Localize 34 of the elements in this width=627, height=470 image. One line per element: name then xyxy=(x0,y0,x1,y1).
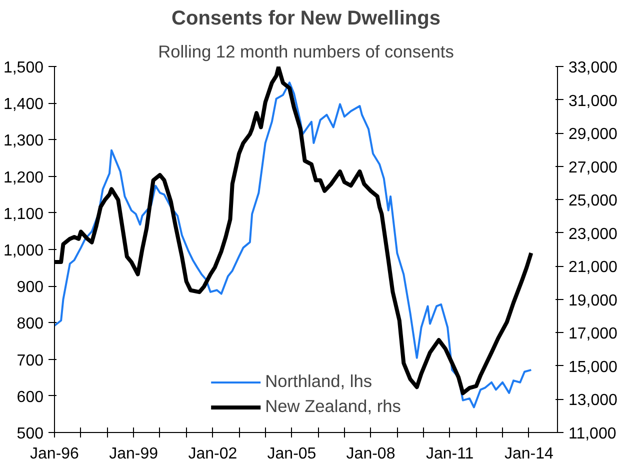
y2-tick-label: 25,000 xyxy=(568,192,618,210)
y2-tick-label: 29,000 xyxy=(568,126,618,144)
legend-label: New Zealand, rhs xyxy=(265,396,401,417)
y-tick-label: 800 xyxy=(16,316,44,333)
x-tick-label: Jan-99 xyxy=(109,446,158,462)
x-tick-label: Jan-05 xyxy=(267,446,316,462)
y-tick-label: 1,400 xyxy=(3,96,44,114)
y-tick-label: 600 xyxy=(16,388,44,406)
y2-tick-label: 31,000 xyxy=(568,92,618,110)
y2-tick-label: 17,000 xyxy=(568,326,618,343)
y2-tick-label: 27,000 xyxy=(568,159,618,176)
legend-label: Northland, lhs xyxy=(265,371,372,392)
y-tick-label: 500 xyxy=(16,426,44,442)
y-tick-label: 700 xyxy=(16,352,44,370)
x-tick-label: Jan-02 xyxy=(188,446,238,462)
y2-tick-label: 11,000 xyxy=(568,426,616,442)
y2-tick-label: 33,000 xyxy=(568,60,618,76)
chart-subtitle: Rolling 12 month numbers of consents xyxy=(158,42,454,62)
y-tick-label: 1,000 xyxy=(3,242,44,260)
y-tick-label: 1,500 xyxy=(3,60,44,76)
chart-title: Consents for New Dwellings xyxy=(172,8,440,30)
y2-tick-label: 13,000 xyxy=(568,392,618,410)
y-tick-label: 1,300 xyxy=(3,132,44,150)
y2-tick-label: 21,000 xyxy=(568,259,618,276)
x-tick-label: Jan-96 xyxy=(30,446,80,462)
x-tick-label: Jan-14 xyxy=(504,446,554,462)
y2-tick-label: 15,000 xyxy=(568,358,618,376)
x-tick-label: Jan-08 xyxy=(346,446,396,462)
y-tick-label: 1,100 xyxy=(3,206,44,223)
y2-tick-label: 23,000 xyxy=(568,226,618,243)
x-tick-label: Jan-11 xyxy=(426,446,474,462)
y-tick-label: 1,200 xyxy=(3,169,44,186)
y2-tick-label: 19,000 xyxy=(568,292,618,310)
y-tick-label: 900 xyxy=(16,279,44,296)
